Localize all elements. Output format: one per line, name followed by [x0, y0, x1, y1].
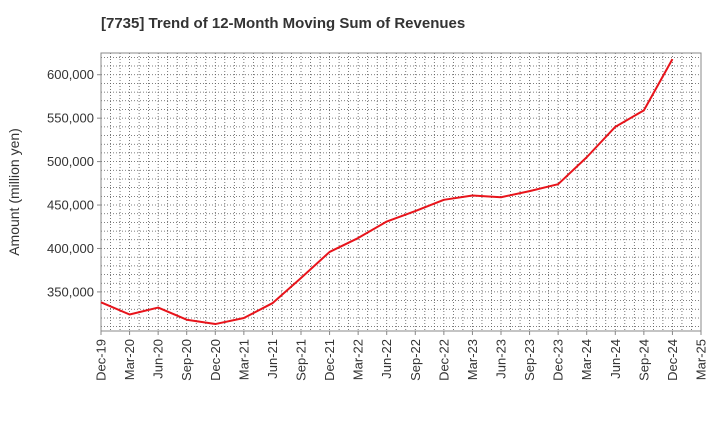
x-tick-label: Dec-23 — [551, 339, 566, 381]
y-tick-label: 500,000 — [47, 154, 94, 169]
x-tick-label: Mar-24 — [579, 339, 594, 380]
x-tick-label: Dec-19 — [94, 339, 109, 381]
x-axis: Dec-19 Mar-20 Jun-20 Sep-20 Dec-20 Mar-21 Jun-… — [94, 331, 709, 381]
x-tick-label: Jun-22 — [379, 339, 394, 379]
x-tick-label: Dec-22 — [436, 339, 451, 381]
x-tick-label: Jun-23 — [494, 339, 509, 379]
x-tick-label: Jun-20 — [151, 339, 166, 379]
x-tick-label: Sep-22 — [408, 339, 423, 381]
y-tick-label: 550,000 — [47, 111, 94, 126]
x-tick-label: Dec-24 — [665, 339, 680, 381]
grid-lines — [101, 53, 701, 331]
x-tick-label: Jun-21 — [265, 339, 280, 379]
x-tick-label: Mar-22 — [351, 339, 366, 380]
y-tick-label: 400,000 — [47, 241, 94, 256]
x-tick-label: Mar-21 — [236, 339, 251, 380]
x-tick-label: Sep-23 — [522, 339, 537, 381]
x-tick-label: Mar-20 — [122, 339, 137, 380]
chart-title: [7735] Trend of 12-Month Moving Sum of R… — [101, 15, 466, 32]
y-axis: 350,000 400,000 450,000 500,000 550,000 600,0… — [47, 67, 101, 299]
series-layer — [100, 58, 674, 326]
x-tick-label: Dec-20 — [208, 339, 223, 381]
x-tick-label: Sep-24 — [636, 339, 651, 381]
x-tick-label: Sep-20 — [179, 339, 194, 381]
y-tick-label: 350,000 — [47, 284, 94, 299]
plot-area-frame — [100, 52, 702, 332]
y-tick-label: 600,000 — [47, 67, 94, 82]
x-tick-label: Sep-21 — [294, 339, 309, 381]
x-tick-label: Dec-21 — [322, 339, 337, 381]
x-tick-label: Mar-23 — [465, 339, 480, 380]
y-axis-title: Amount (million yen) — [6, 128, 22, 256]
x-tick-label: Mar-25 — [694, 339, 709, 380]
y-tick-label: 450,000 — [47, 198, 94, 213]
x-tick-label: Jun-24 — [608, 339, 623, 379]
